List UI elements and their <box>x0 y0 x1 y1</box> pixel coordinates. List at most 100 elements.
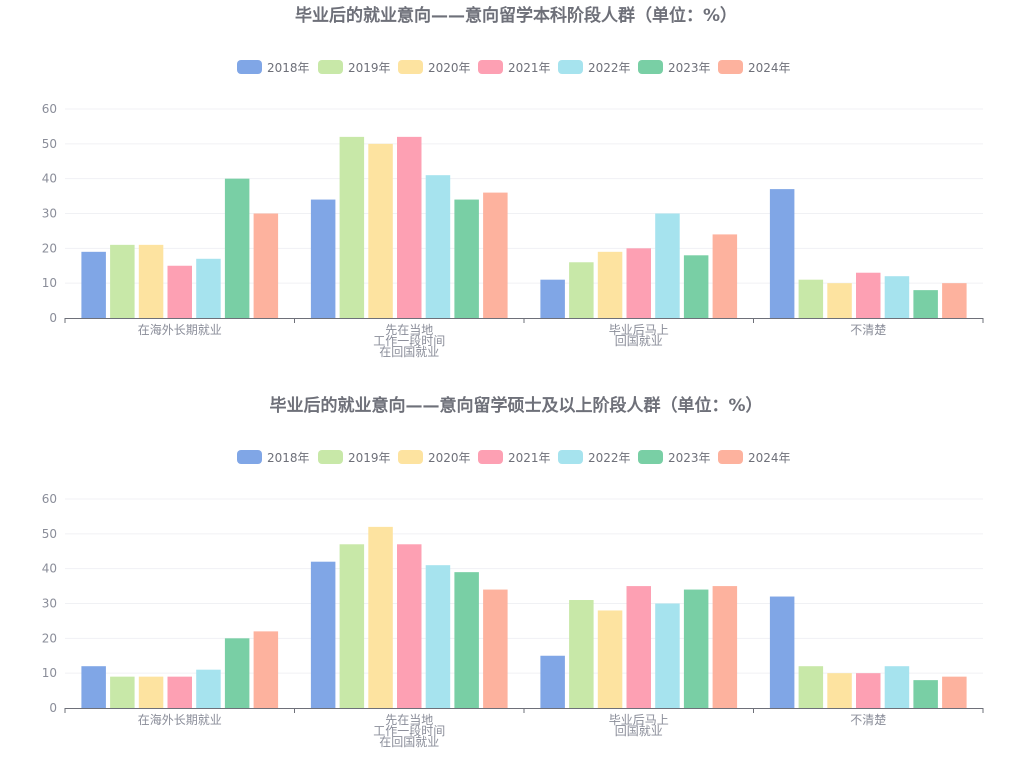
bar[interactable] <box>253 631 279 708</box>
bar[interactable] <box>483 589 508 708</box>
bar[interactable] <box>196 669 221 708</box>
legend-item[interactable]: 2020年 <box>398 450 471 465</box>
bar[interactable] <box>397 136 422 318</box>
bar[interactable] <box>110 676 135 708</box>
bar[interactable] <box>798 666 824 708</box>
bar[interactable] <box>540 279 565 318</box>
bar[interactable] <box>138 676 164 708</box>
bar[interactable] <box>884 666 910 708</box>
bar[interactable] <box>626 586 652 708</box>
legend-item[interactable]: 2021年 <box>478 60 551 75</box>
bar[interactable] <box>483 192 508 318</box>
y-tick-label: 60 <box>42 102 57 116</box>
bar[interactable] <box>339 544 365 708</box>
bar[interactable] <box>224 178 250 318</box>
legend-item[interactable]: 2018年 <box>237 60 310 75</box>
bar[interactable] <box>827 673 852 708</box>
legend-item[interactable]: 2019年 <box>318 450 391 465</box>
bar[interactable] <box>425 565 451 708</box>
bar[interactable] <box>310 561 336 708</box>
y-tick-label: 0 <box>49 311 57 325</box>
bar[interactable] <box>597 251 623 318</box>
y-tick-label: 50 <box>42 137 57 151</box>
legend-item[interactable]: 2024年 <box>718 450 791 465</box>
legend-item[interactable]: 2022年 <box>558 60 631 75</box>
bar[interactable] <box>138 244 164 318</box>
bar[interactable] <box>425 175 451 318</box>
legend-swatch <box>478 450 503 464</box>
legend-item[interactable]: 2022年 <box>558 450 631 465</box>
legend-swatch <box>718 60 743 74</box>
legend-label: 2020年 <box>428 61 471 75</box>
bar[interactable] <box>626 248 652 318</box>
legend-label: 2019年 <box>348 61 391 75</box>
legend-swatch <box>398 450 423 464</box>
legend-swatch <box>398 60 423 74</box>
bar[interactable] <box>942 676 967 708</box>
bar[interactable] <box>913 290 938 318</box>
legend-item[interactable]: 2023年 <box>638 450 711 465</box>
bar[interactable] <box>397 544 422 708</box>
legend-item[interactable]: 2021年 <box>478 450 551 465</box>
bar[interactable] <box>655 603 680 709</box>
x-category-label: 在海外长期就业 <box>138 712 222 727</box>
x-category-label: 不清楚 <box>850 323 886 337</box>
legend-swatch <box>237 450 262 464</box>
bar[interactable] <box>655 213 680 319</box>
x-category-label: 毕业后马上 <box>609 713 669 727</box>
bar[interactable] <box>569 600 594 708</box>
bar[interactable] <box>196 258 221 318</box>
bar[interactable] <box>769 596 795 708</box>
bar[interactable] <box>110 244 135 318</box>
chart-graduate: 毕业后的就业意向——意向留学硕士及以上阶段人群（单位：%） 2018年 2019年 2… <box>0 390 1032 780</box>
bar[interactable] <box>913 680 938 708</box>
bar[interactable] <box>597 610 623 708</box>
chart-title: 毕业后的就业意向——意向留学本科阶段人群（单位：%） <box>295 5 737 26</box>
bar[interactable] <box>368 143 393 318</box>
x-category-label: 回国就业 <box>615 724 663 738</box>
legend-item[interactable]: 2019年 <box>318 60 391 75</box>
bar[interactable] <box>339 136 365 318</box>
legend-item[interactable]: 2023年 <box>638 60 711 75</box>
bar[interactable] <box>712 234 738 318</box>
bar[interactable] <box>683 589 709 708</box>
legend-label: 2023年 <box>668 451 711 465</box>
chart-title: 毕业后的就业意向——意向留学硕士及以上阶段人群（单位：%） <box>269 395 762 416</box>
bar[interactable] <box>569 262 594 318</box>
bar[interactable] <box>827 283 852 318</box>
bar[interactable] <box>167 265 193 318</box>
chart-svg-undergraduate: 毕业后的就业意向——意向留学本科阶段人群（单位：%）2018年 2019年 2020… <box>42 5 984 359</box>
bar[interactable] <box>856 272 881 318</box>
x-category-label: 在回国就业 <box>379 735 439 749</box>
legend-label: 2022年 <box>588 451 631 465</box>
legend-label: 2024年 <box>748 451 791 465</box>
bar[interactable] <box>454 199 479 318</box>
x-category-label: 回国就业 <box>615 334 663 348</box>
bar[interactable] <box>798 279 824 318</box>
y-tick-label: 20 <box>42 241 57 255</box>
bar[interactable] <box>540 655 565 708</box>
y-tick-label: 30 <box>42 597 57 611</box>
legend-item[interactable]: 2024年 <box>718 60 791 75</box>
bar[interactable] <box>253 213 279 319</box>
bar[interactable] <box>683 255 709 318</box>
bar[interactable] <box>310 199 336 318</box>
bar[interactable] <box>454 572 479 708</box>
bar[interactable] <box>942 283 967 318</box>
legend-label: 2018年 <box>267 61 310 75</box>
bar[interactable] <box>884 276 910 318</box>
bar[interactable] <box>856 673 881 708</box>
bar[interactable] <box>81 666 106 708</box>
x-category-label: 在海外长期就业 <box>138 322 222 337</box>
y-tick-label: 0 <box>49 701 57 715</box>
legend-item[interactable]: 2018年 <box>237 450 310 465</box>
legend-item[interactable]: 2020年 <box>398 60 471 75</box>
bar[interactable] <box>224 638 250 708</box>
bar[interactable] <box>167 676 193 708</box>
bar[interactable] <box>81 251 106 318</box>
y-tick-label: 30 <box>42 207 57 221</box>
bar[interactable] <box>769 189 795 318</box>
legend-label: 2022年 <box>588 61 631 75</box>
bar[interactable] <box>712 586 738 708</box>
bar[interactable] <box>368 526 393 708</box>
